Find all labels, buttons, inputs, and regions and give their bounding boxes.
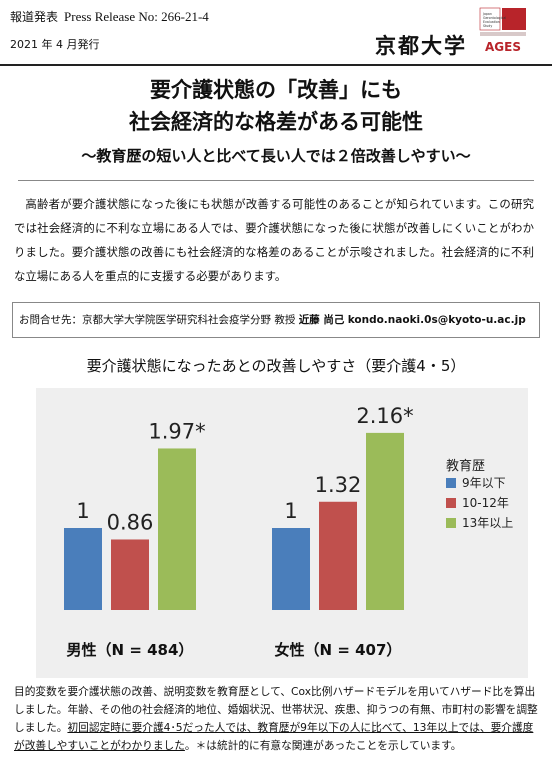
legend-swatch-2	[446, 498, 456, 508]
svg-text:Gerontological: Gerontological	[483, 16, 506, 20]
bar-1-1	[64, 528, 102, 610]
chart-title: 要介護状態になったあとの改善しやすさ（要介護4・5）	[86, 357, 466, 375]
legend-label-2: 10-12年	[462, 496, 509, 510]
issue-date: 2021 年 4 月発行	[10, 38, 100, 51]
category-label-1: 男性（N = 484）	[67, 641, 194, 659]
bar-1-2	[111, 539, 149, 610]
contact-email: kondo.naoki.0s@kyoto-u.ac.jp	[347, 314, 526, 326]
legend-label-3: 13年以上	[462, 516, 513, 530]
legend-title: 教育歴	[446, 458, 485, 474]
legend-swatch-1	[446, 478, 456, 488]
bar-1-3	[158, 448, 196, 610]
logo-text: AGES	[485, 40, 521, 54]
note-text-2: 。＊は統計的に有意な関連があったことを示しています。	[184, 739, 462, 752]
data-label-1-3: 1.97*	[148, 419, 205, 443]
contact-prefix: お問合せ先：京都大学大学院医学研究科社会疫学分野 教授	[19, 314, 296, 326]
svg-text:Evaluation: Evaluation	[483, 20, 500, 24]
press-label: 報道発表	[10, 10, 59, 24]
data-label-2-1: 1	[284, 499, 297, 523]
title-divider	[18, 180, 534, 181]
press-release-number: Press Release No: 266-21-4	[64, 9, 209, 24]
title-line-1: 要介護状態の「改善」にも	[150, 78, 402, 102]
data-label-2-3: 2.16*	[356, 404, 413, 428]
summary-paragraph: 高齢者が要介護状態になった後にも状態が改善する可能性のあることが知られています。…	[14, 197, 534, 283]
subtitle: ～教育歴の短い人と比べて長い人では２倍改善しやすい～	[81, 147, 471, 165]
ages-logo: Japan Gerontological Evaluation Study AG…	[479, 7, 526, 54]
bar-2-1	[272, 528, 310, 610]
university-name: 京都大学	[375, 34, 467, 58]
data-label-1-2: 0.86	[107, 510, 154, 534]
data-label-2-2: 1.32	[315, 473, 362, 497]
data-label-1-1: 1	[76, 499, 89, 523]
bar-2-2	[319, 501, 357, 610]
legend-label-1: 9年以下	[462, 476, 506, 490]
legend-swatch-3	[446, 518, 456, 528]
note-underlined-finding: 初回認定時に要介護4･5だった人では、教育歴が9年以下の人に比べて、13年以上で…	[14, 721, 534, 752]
svg-text:Japan: Japan	[482, 12, 492, 16]
bar-2-3	[366, 432, 404, 610]
contact-box: お問合せ先：京都大学大学院医学研究科社会疫学分野 教授 近藤 尚己 kondo.…	[12, 302, 540, 338]
contact-name: 近藤 尚己	[298, 314, 345, 326]
note-text-1: 目的変数を要介護状態の改善、説明変数を教育歴として、Cox比例ハザードモデルを用…	[14, 685, 538, 734]
press-release-header: 報道発表 Press Release No: 266-21-4	[10, 8, 209, 25]
methods-note: 目的変数を要介護状態の改善、説明変数を教育歴として、Cox比例ハザードモデルを用…	[14, 683, 540, 755]
header-divider	[0, 64, 552, 66]
title-line-2: 社会経済的な格差がある可能性	[129, 110, 423, 134]
svg-text:Study: Study	[483, 24, 492, 28]
category-label-2: 女性（N = 407）	[275, 641, 402, 659]
